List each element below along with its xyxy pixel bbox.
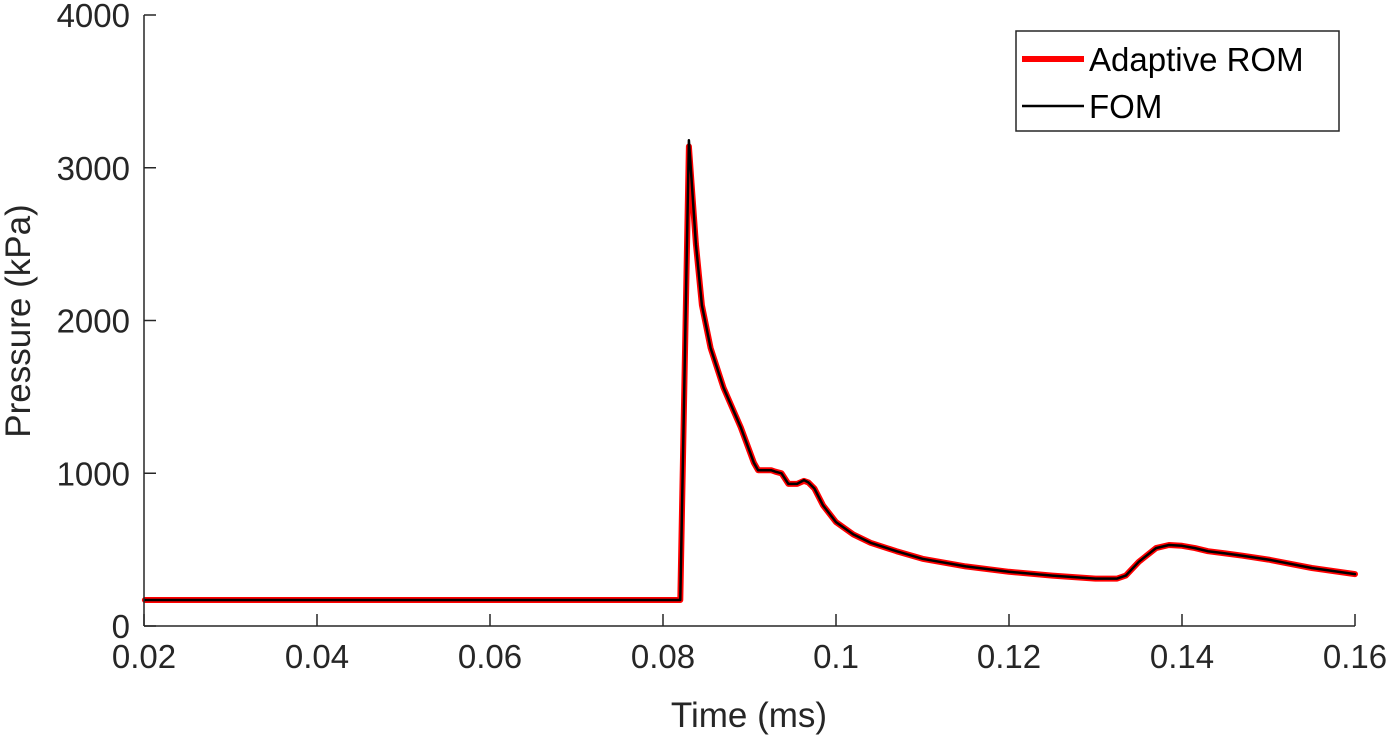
legend-label: Adaptive ROM	[1089, 41, 1304, 78]
x-tick-label: 0.14	[1150, 638, 1214, 675]
x-axis-title: Time (ms)	[671, 696, 827, 735]
y-tick-label: 2000	[57, 303, 130, 340]
x-tick-label: 0.04	[285, 638, 349, 675]
x-tick-label: 0.06	[458, 638, 522, 675]
y-tick-label: 4000	[57, 0, 130, 34]
x-tick-label: 0.08	[631, 638, 695, 675]
x-tick-label: 0.1	[813, 638, 859, 675]
y-tick-label: 1000	[57, 455, 130, 492]
x-tick-label: 0.16	[1323, 638, 1387, 675]
legend-label: FOM	[1089, 88, 1162, 125]
series-layer	[141, 139, 1358, 603]
legend-box	[1015, 30, 1340, 132]
y-tick-label: 3000	[57, 150, 130, 187]
axes-layer: 0.02 0.04 0.06 0.08 0.1 0.12 0.14 0.16 0 1000 2000…	[57, 0, 1388, 675]
series-line-fom	[143, 139, 1357, 602]
x-tick-label: 0.12	[977, 638, 1041, 675]
x-tick-label: 0.02	[112, 638, 176, 675]
legend: Adaptive ROM FOM	[1015, 30, 1340, 132]
y-axis-title: Pressure (kPa)	[0, 204, 38, 437]
y-tick-label: 0	[112, 608, 130, 645]
